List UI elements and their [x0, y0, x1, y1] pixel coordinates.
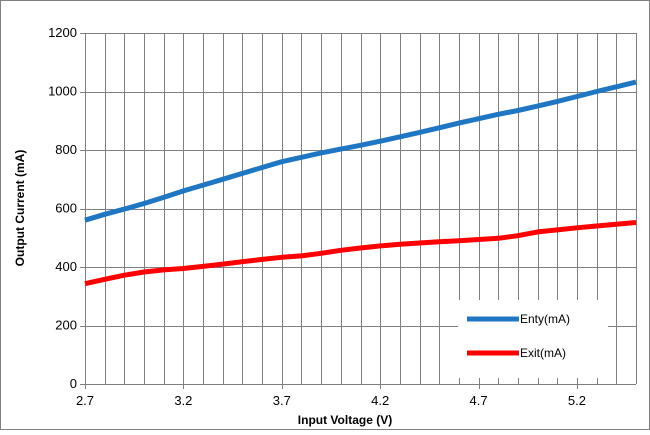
- x-tick-label: 3.2: [174, 393, 192, 408]
- legend: Enty(mA) Exit(mA): [458, 300, 608, 378]
- axes: [80, 33, 636, 389]
- legend-box: [458, 300, 608, 378]
- x-tick-label: 5.2: [568, 393, 586, 408]
- x-tick-label: 4.2: [371, 393, 389, 408]
- y-tick-label: 800: [55, 142, 77, 157]
- x-tick-label: 2.7: [76, 393, 94, 408]
- legend-label-enty: Enty(mA): [520, 312, 570, 326]
- legend-label-exit: Exit(mA): [520, 346, 566, 360]
- x-axis-title: Input Voltage (V): [298, 413, 392, 427]
- y-tick-label: 1200: [48, 25, 77, 40]
- x-tick-label: 4.7: [470, 393, 488, 408]
- series-line-exit: [84, 220, 637, 287]
- y-tick-label: 600: [55, 201, 77, 216]
- series-line-enty: [84, 79, 637, 223]
- y-tick-label: 0: [70, 376, 77, 391]
- tick-labels: 0 200 400 600 800 1000 1200 2.7 3.2 3.7 4.2 4.7 5.2: [48, 25, 586, 408]
- series-layer: [84, 79, 637, 287]
- y-tick-label: 400: [55, 259, 77, 274]
- y-axis-title: Output Current (mA): [13, 150, 27, 267]
- x-tick-label: 3.7: [273, 393, 291, 408]
- y-tick-label: 1000: [48, 84, 77, 99]
- grid: [85, 33, 637, 385]
- y-tick-label: 200: [55, 318, 77, 333]
